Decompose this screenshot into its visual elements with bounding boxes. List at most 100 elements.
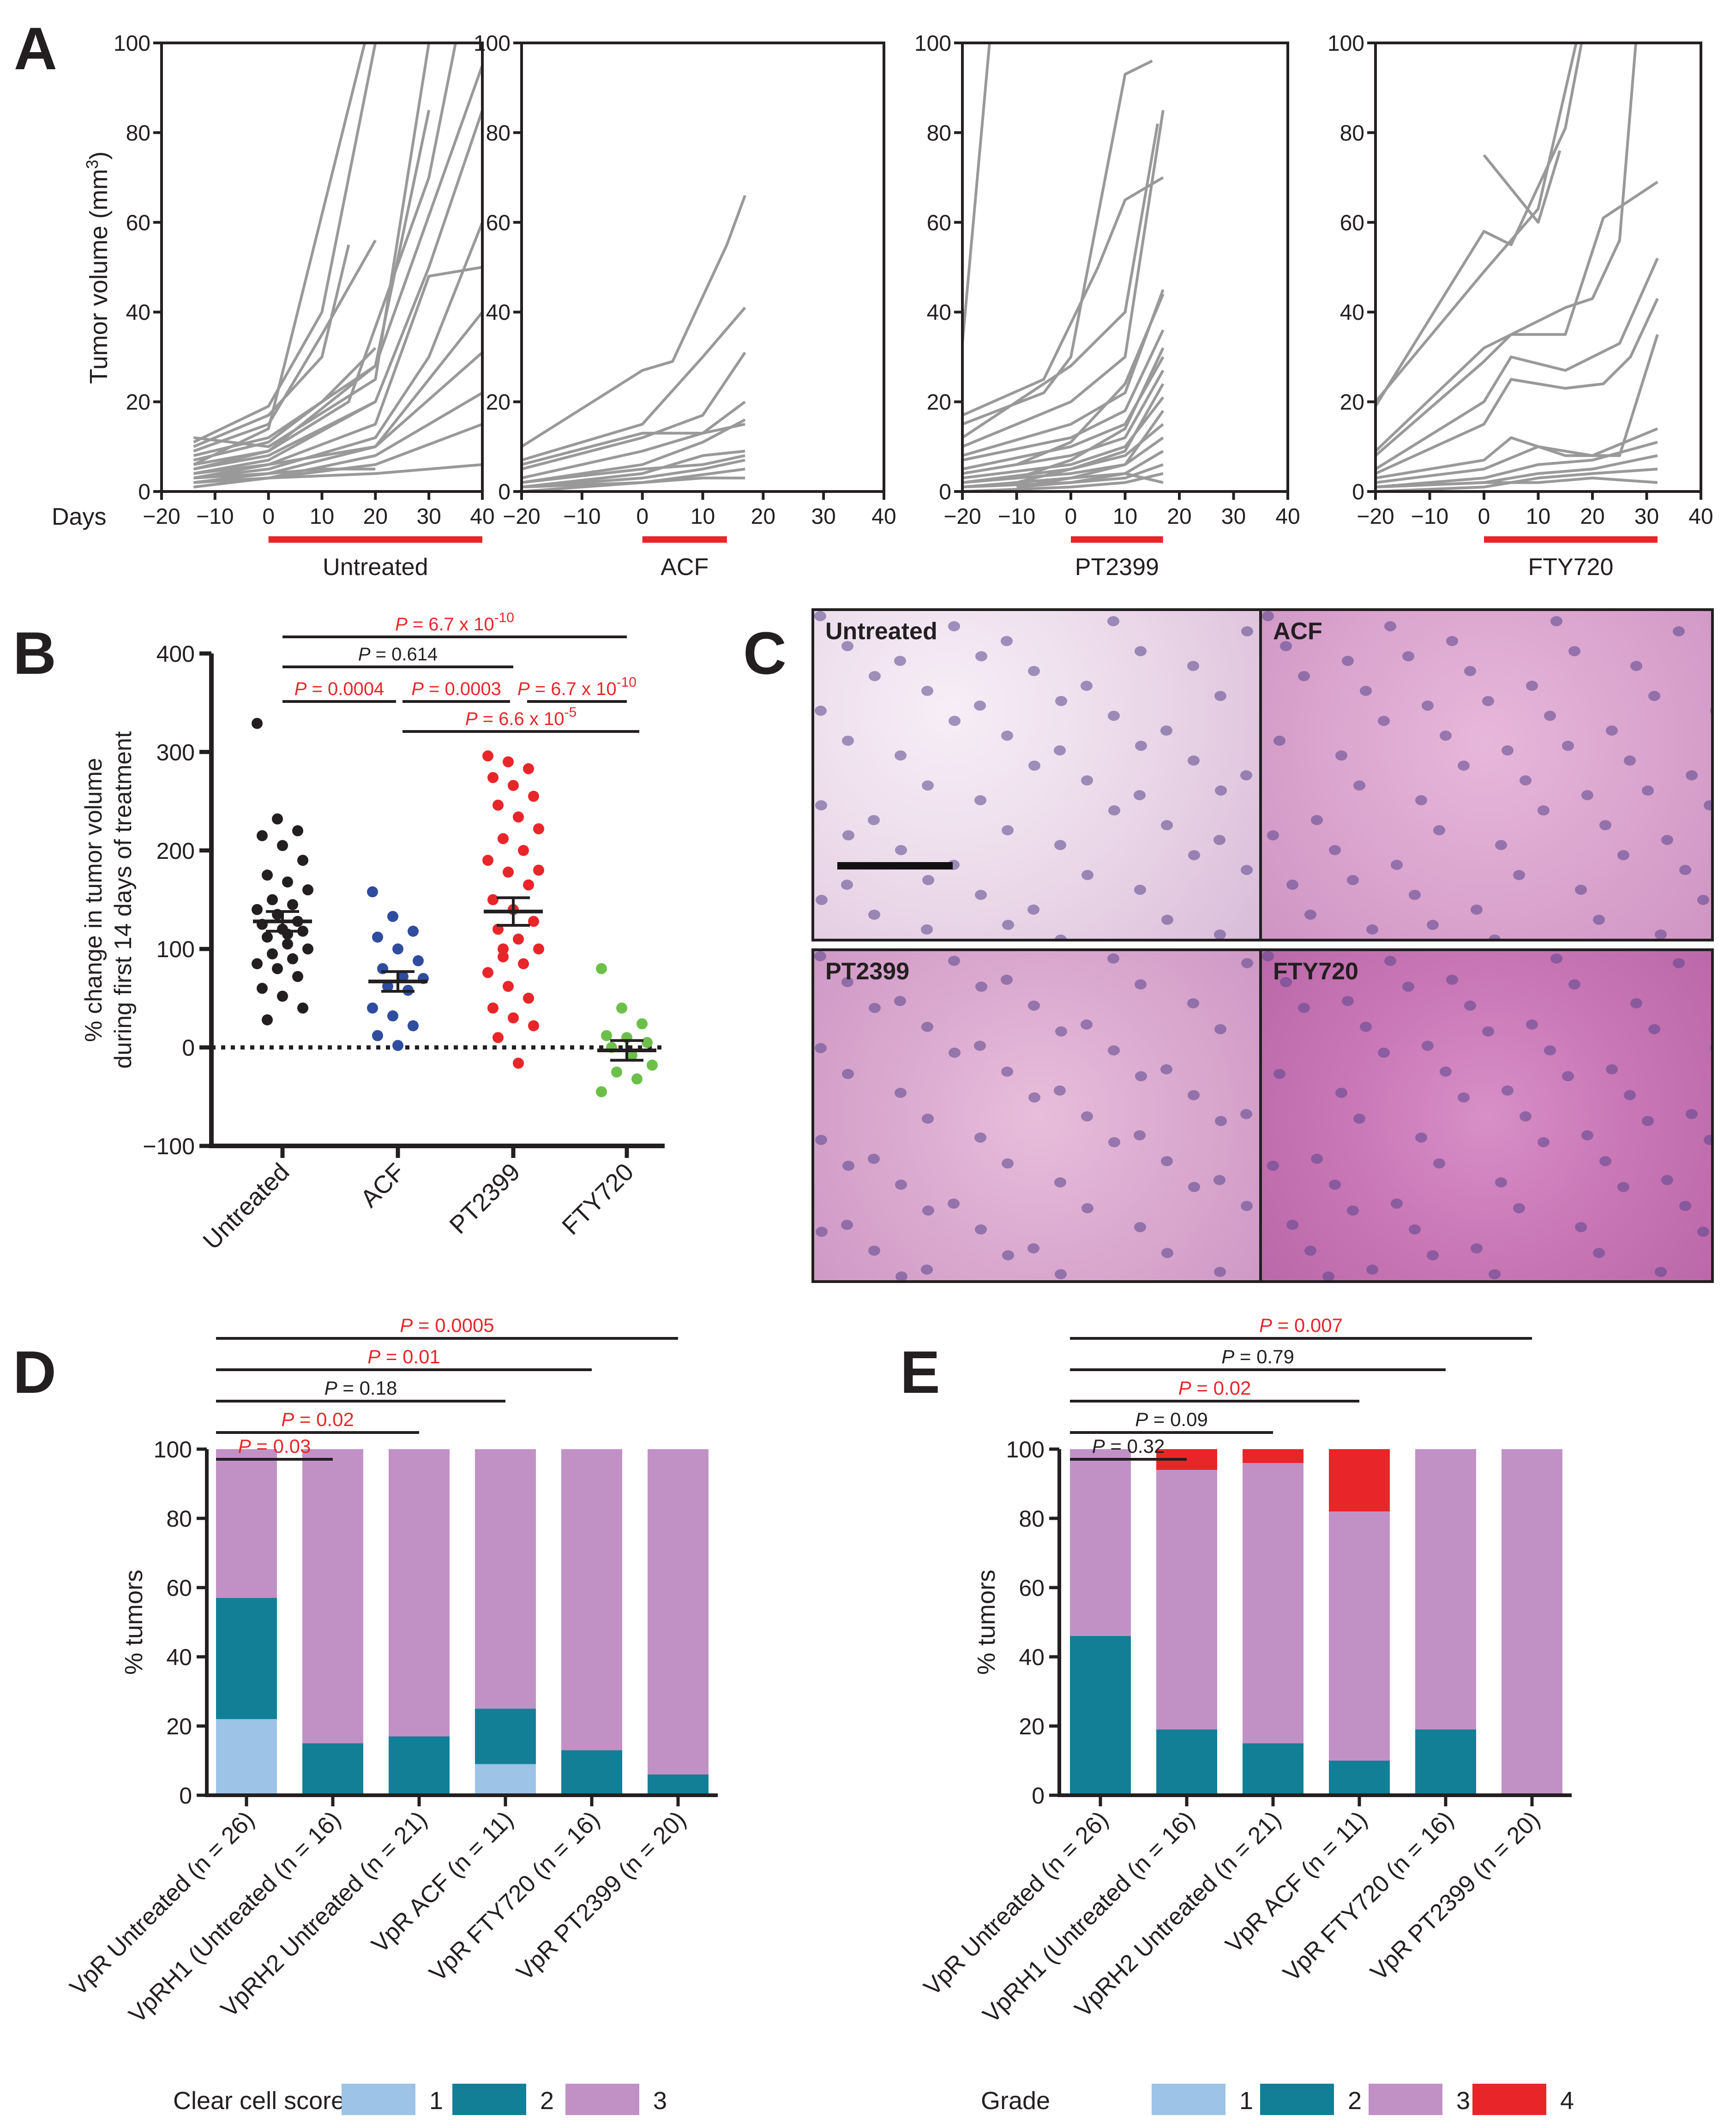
panel-letter-b: B xyxy=(13,619,56,687)
nucleus-dot xyxy=(1581,790,1593,800)
stacked-bar-segment xyxy=(1243,1449,1304,1463)
stacked-bar-segment xyxy=(1415,1729,1476,1795)
series-group-pt2399 xyxy=(962,43,1165,492)
y-tick-label: 20 xyxy=(927,390,951,415)
data-point xyxy=(408,1020,419,1031)
nucleus-dot xyxy=(1673,958,1685,968)
tumor-line xyxy=(522,418,746,484)
data-point xyxy=(397,971,408,982)
legend-swatch xyxy=(1152,2084,1225,2115)
p-value-label: P = 0.32 xyxy=(1092,1435,1165,1457)
nucleus-dot xyxy=(974,1041,986,1051)
data-point xyxy=(513,933,524,945)
nucleus-dot xyxy=(1673,626,1685,636)
stacked-bar-segment xyxy=(389,1449,450,1737)
nucleus-dot xyxy=(1606,1064,1618,1074)
y-tick-label: 60 xyxy=(486,211,511,235)
nucleus-dot xyxy=(868,1154,880,1164)
tumor-line xyxy=(193,445,376,475)
nucleus-dot xyxy=(1446,636,1458,646)
nucleus-dot xyxy=(1322,940,1334,941)
x-tick-label: 40 xyxy=(1275,504,1300,529)
nucleus-dot xyxy=(1384,621,1396,631)
nucleus-dot xyxy=(1538,1137,1550,1147)
nucleus-dot xyxy=(1298,671,1310,681)
stacked-bar-segment xyxy=(561,1750,622,1795)
y-tick-label: 60 xyxy=(927,211,951,235)
histology-label: PT2399 xyxy=(825,958,910,985)
y-tick-label: 400 xyxy=(156,641,195,667)
y-tick-label: 100 xyxy=(154,1437,192,1463)
tumor-line xyxy=(193,43,457,466)
p-value-label: P = 0.79 xyxy=(1221,1346,1294,1367)
nucleus-dot xyxy=(1360,1022,1372,1032)
tumor-line xyxy=(522,352,746,471)
p-exponent: -5 xyxy=(564,705,577,720)
series-group-fty720 xyxy=(1376,43,1659,492)
p-symbol: P xyxy=(324,1377,337,1399)
nucleus-dot xyxy=(922,875,934,885)
tumor-line xyxy=(193,65,482,471)
legend-label: 1 xyxy=(1239,2087,1253,2115)
nucleus-dot xyxy=(1002,825,1014,835)
p-symbol: P xyxy=(358,644,371,665)
tumor-line xyxy=(522,450,745,489)
tumor-line xyxy=(522,401,746,480)
nucleus-dot xyxy=(1544,1045,1556,1055)
x-tick-label: −10 xyxy=(196,504,234,529)
y-tick-label: 300 xyxy=(156,739,195,765)
tumor-line xyxy=(193,110,431,457)
y-axis-label-main: Tumor volume (mm xyxy=(85,169,113,384)
p-value-label: P = 0.01 xyxy=(367,1346,440,1367)
data-point xyxy=(503,756,514,767)
nucleus-dot xyxy=(842,1161,854,1171)
data-point xyxy=(372,931,383,943)
x-tick-label: 20 xyxy=(1580,504,1604,529)
nucleus-dot xyxy=(1135,979,1147,989)
nucleus-dot xyxy=(1464,666,1476,676)
y-tick-label: 0 xyxy=(498,480,511,504)
x-tick-label: 30 xyxy=(811,504,835,529)
nucleus-dot xyxy=(1335,1088,1347,1098)
nucleus-dot xyxy=(1081,1019,1093,1030)
tumor-line xyxy=(1376,43,1583,407)
nucleus-dot xyxy=(922,1205,934,1216)
nucleus-dot xyxy=(1458,761,1470,771)
nucleus-dot xyxy=(1280,641,1292,651)
data-point xyxy=(513,1057,524,1069)
y-tick-label: 40 xyxy=(927,300,951,325)
nucleus-dot xyxy=(1391,860,1403,870)
nucleus-dot xyxy=(1329,845,1341,855)
tumor-line xyxy=(193,400,376,471)
y-tick-label: 80 xyxy=(126,121,150,145)
nucleus-dot xyxy=(1135,646,1147,656)
nucleus-dot xyxy=(948,956,960,966)
treatment-bar xyxy=(1071,536,1163,543)
p-value: = 6.6 x 10 xyxy=(478,709,565,729)
nucleus-dot xyxy=(894,656,906,666)
nucleus-dot xyxy=(1240,1109,1252,1119)
series-group-acf xyxy=(522,195,746,492)
nucleus-dot xyxy=(1617,1182,1629,1192)
nucleus-dot xyxy=(1409,890,1421,900)
nucleus-dot xyxy=(1599,1156,1611,1166)
nucleus-dot xyxy=(1241,865,1253,875)
y-tick-label: 100 xyxy=(474,31,511,56)
y-tick-label: 0 xyxy=(1032,1783,1045,1809)
y-tick-label: 20 xyxy=(126,390,150,415)
nucleus-dot xyxy=(1081,870,1093,880)
nucleus-dot xyxy=(1160,1064,1172,1074)
nucleus-dot xyxy=(1550,953,1562,964)
nucleus-dot xyxy=(1686,770,1698,780)
nucleus-dot xyxy=(1028,666,1040,676)
p-value: = 0.0005 xyxy=(413,1314,494,1336)
tumor-line xyxy=(1376,180,1658,457)
nucleus-dot xyxy=(1342,996,1354,1006)
data-point xyxy=(508,1012,519,1024)
nucleus-dot xyxy=(1347,1205,1359,1216)
nucleus-dot xyxy=(1502,1085,1514,1096)
legend-swatch xyxy=(1369,2084,1442,2115)
data-point xyxy=(596,963,607,974)
treatment-label: ACF xyxy=(661,554,709,581)
